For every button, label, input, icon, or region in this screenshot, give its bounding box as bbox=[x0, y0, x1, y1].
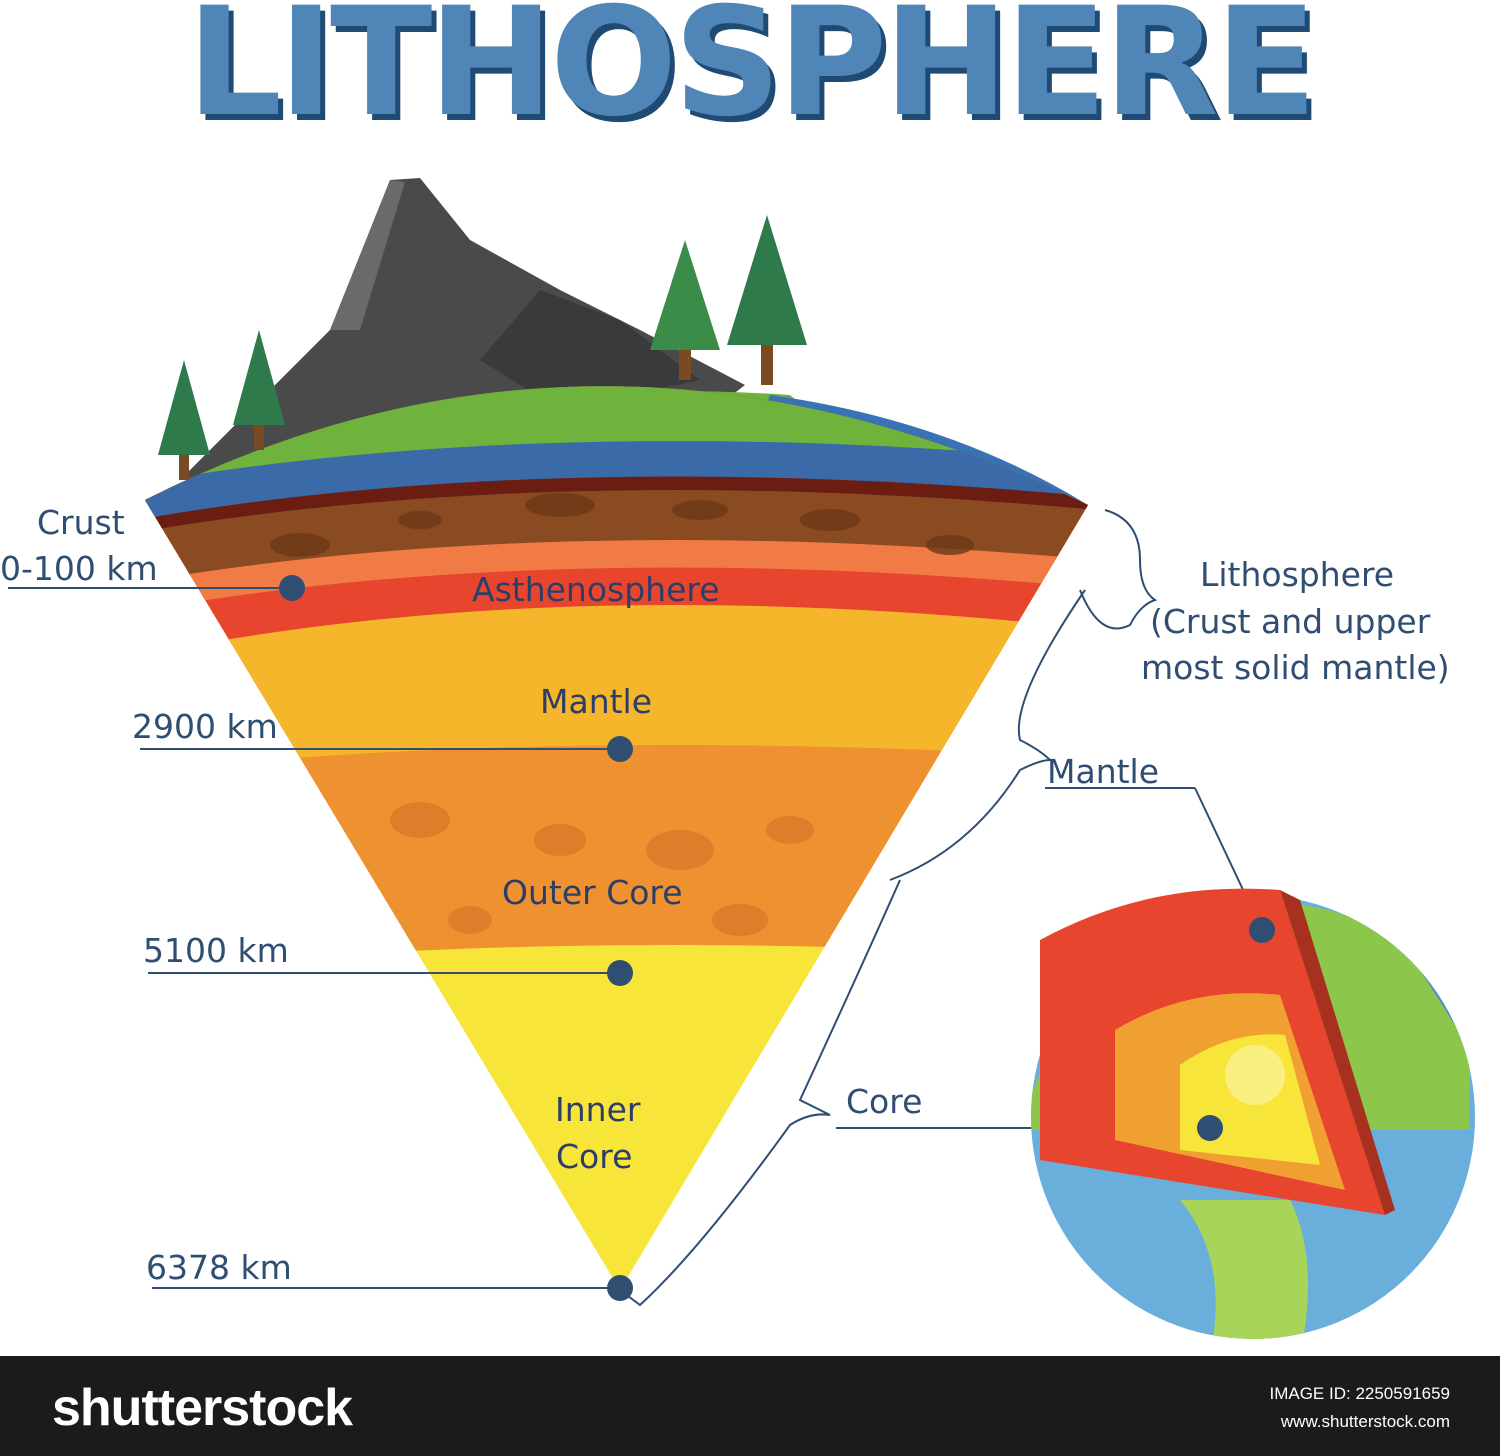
marker-dots bbox=[279, 575, 633, 1301]
shutterstock-logo: shutterstock bbox=[52, 1379, 353, 1437]
label-outer-core: Outer Core bbox=[502, 873, 683, 912]
label-2900km: 2900 km bbox=[132, 707, 278, 746]
earth-globe bbox=[1031, 888, 1475, 1339]
label-core-bracket: Core bbox=[846, 1082, 923, 1121]
label-crust: Crust bbox=[37, 503, 125, 542]
label-mantle-layer: Mantle bbox=[540, 682, 653, 721]
label-6378km: 6378 km bbox=[146, 1248, 292, 1287]
trees bbox=[158, 215, 807, 480]
image-id: IMAGE ID: 2250591659 bbox=[1269, 1384, 1450, 1403]
earth-layers-diagram bbox=[8, 178, 1475, 1339]
label-inner-core-line2: Core bbox=[556, 1137, 633, 1176]
label-5100km: 5100 km bbox=[143, 931, 289, 970]
label-lithosphere-desc1: (Crust and upper bbox=[1150, 602, 1431, 641]
page-title: LITHOSPHERE bbox=[186, 0, 1318, 150]
site-url: www.shutterstock.com bbox=[1280, 1412, 1450, 1431]
watermark-footer: shutterstock IMAGE ID: 2250591659 www.sh… bbox=[0, 1356, 1500, 1456]
label-lithosphere-desc2: most solid mantle) bbox=[1141, 648, 1450, 687]
label-inner-core-line1: Inner bbox=[555, 1090, 641, 1129]
label-lithosphere: Lithosphere bbox=[1200, 555, 1395, 594]
label-mantle-bracket: Mantle bbox=[1047, 752, 1160, 791]
label-asthenosphere: Asthenosphere bbox=[472, 570, 720, 609]
label-crust-depth: 0-100 km bbox=[0, 549, 158, 588]
